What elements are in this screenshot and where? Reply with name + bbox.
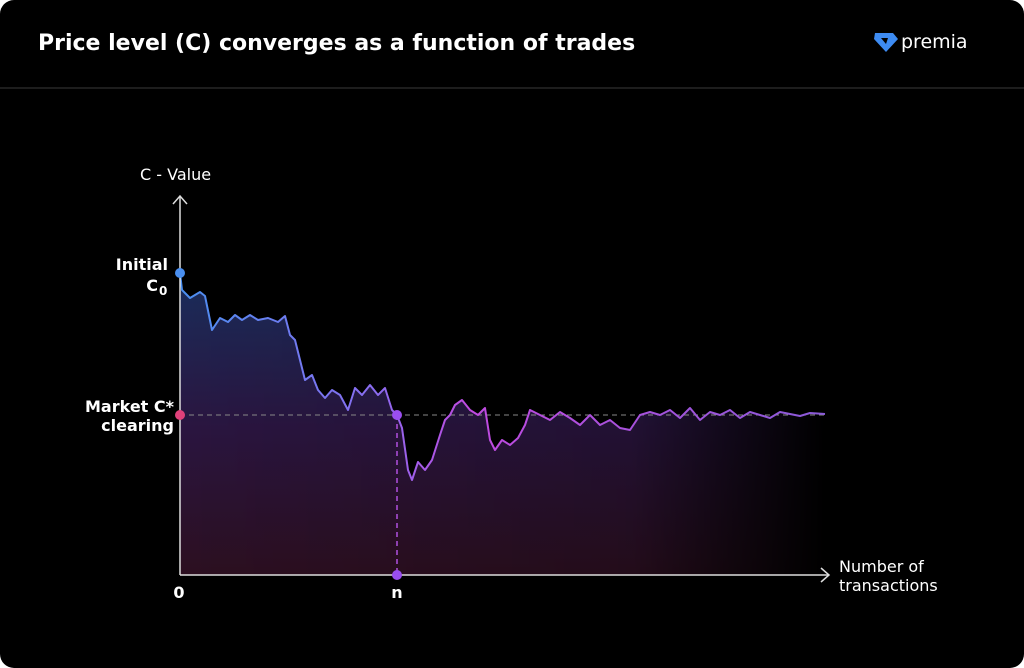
origin-label: 0 xyxy=(173,583,184,602)
x-axis-label: transactions xyxy=(839,576,938,595)
initial-subscript: 0 xyxy=(159,284,167,298)
initial-label: Initial xyxy=(116,255,168,274)
x-axis-label: Number of xyxy=(839,557,924,576)
price-line xyxy=(179,272,826,481)
initial-point xyxy=(175,268,185,278)
y-axis-label: C - Value xyxy=(140,165,211,184)
initial-symbol: C xyxy=(146,276,158,295)
n-label: n xyxy=(391,583,402,602)
clearing-label: Market C* xyxy=(85,397,175,416)
clearing-point xyxy=(175,410,185,420)
n-point xyxy=(392,410,402,420)
brand-logo xyxy=(874,33,898,52)
axes xyxy=(172,194,831,583)
n-axis-point xyxy=(392,570,402,580)
area-fill xyxy=(180,290,825,575)
clearing-label: clearing xyxy=(101,416,174,435)
brand: premia xyxy=(901,31,968,53)
title: Price level (C) converges as a function … xyxy=(38,31,635,56)
